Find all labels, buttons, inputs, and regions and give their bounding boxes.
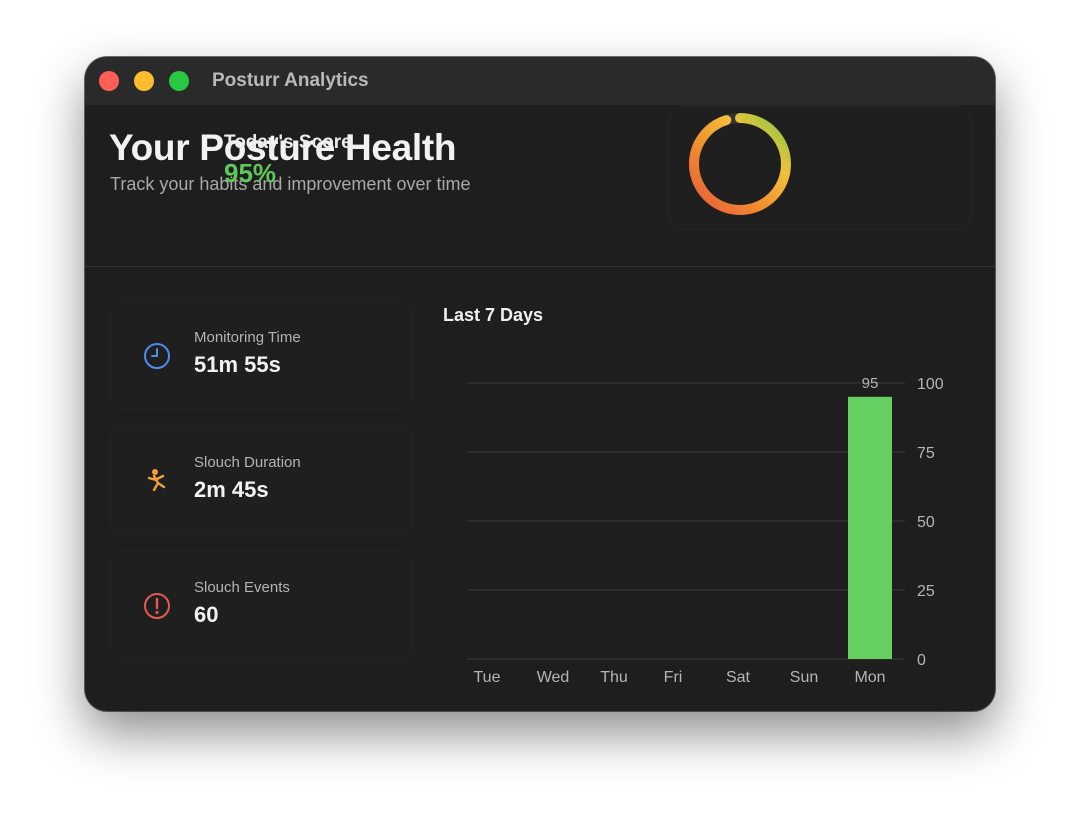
x-tick-label: Fri	[664, 669, 683, 686]
weekly-score-chart: 0 25 50 75 100 Tue Wed Thu Fri Sat Sun 95 Mon	[467, 375, 944, 686]
page-title: Your Posture Health	[109, 127, 457, 168]
x-tick-label: Mon	[854, 669, 885, 686]
score-value: 95%	[224, 158, 277, 188]
clock-icon	[144, 343, 170, 369]
score-ring-arc	[689, 113, 791, 215]
stat-value: 51m 55s	[194, 352, 281, 377]
x-tick-label: Sun	[790, 669, 818, 686]
title-bar: Posturr Analytics	[85, 57, 995, 105]
stat-label: Monitoring Time	[194, 329, 301, 346]
stat-value: 2m 45s	[194, 477, 269, 502]
analytics-window: Posturr Analytics Your Posture Health Tr…	[85, 57, 995, 711]
stat-card-monitoring-time: Monitoring Time 51m 55s	[110, 301, 412, 409]
chart-title: Last 7 Days	[443, 305, 544, 325]
y-tick-label: 75	[917, 445, 935, 462]
stat-label: Slouch Duration	[194, 454, 301, 471]
x-tick-label: Sat	[726, 669, 751, 686]
x-tick-label: Thu	[600, 669, 628, 686]
zoom-window-button[interactable]	[169, 71, 189, 91]
y-tick-label: 0	[917, 652, 926, 669]
y-tick-label: 100	[917, 376, 944, 393]
bar	[848, 396, 892, 659]
alert-icon	[144, 593, 170, 619]
stat-value: 60	[194, 602, 219, 627]
window-title: Posturr Analytics	[212, 70, 369, 91]
score-ring	[689, 113, 791, 215]
score-label: Today's Score	[224, 132, 352, 153]
minimize-window-button[interactable]	[134, 71, 154, 91]
x-tick-label: Wed	[537, 669, 570, 686]
score-card-background	[669, 107, 971, 229]
y-tick-label: 25	[917, 583, 935, 600]
close-window-button[interactable]	[99, 71, 119, 91]
x-tick-label: Tue	[474, 669, 501, 686]
slouch-figure-icon	[147, 469, 166, 492]
stat-card-slouch-duration: Slouch Duration 2m 45s	[110, 426, 412, 534]
stat-card-slouch-events: Slouch Events 60	[110, 551, 412, 659]
stat-label: Slouch Events	[194, 579, 290, 596]
page-subtitle: Track your habits and improvement over t…	[110, 174, 471, 194]
header-divider	[85, 266, 995, 267]
data-label: 95	[862, 375, 879, 392]
y-tick-label: 50	[917, 514, 935, 531]
